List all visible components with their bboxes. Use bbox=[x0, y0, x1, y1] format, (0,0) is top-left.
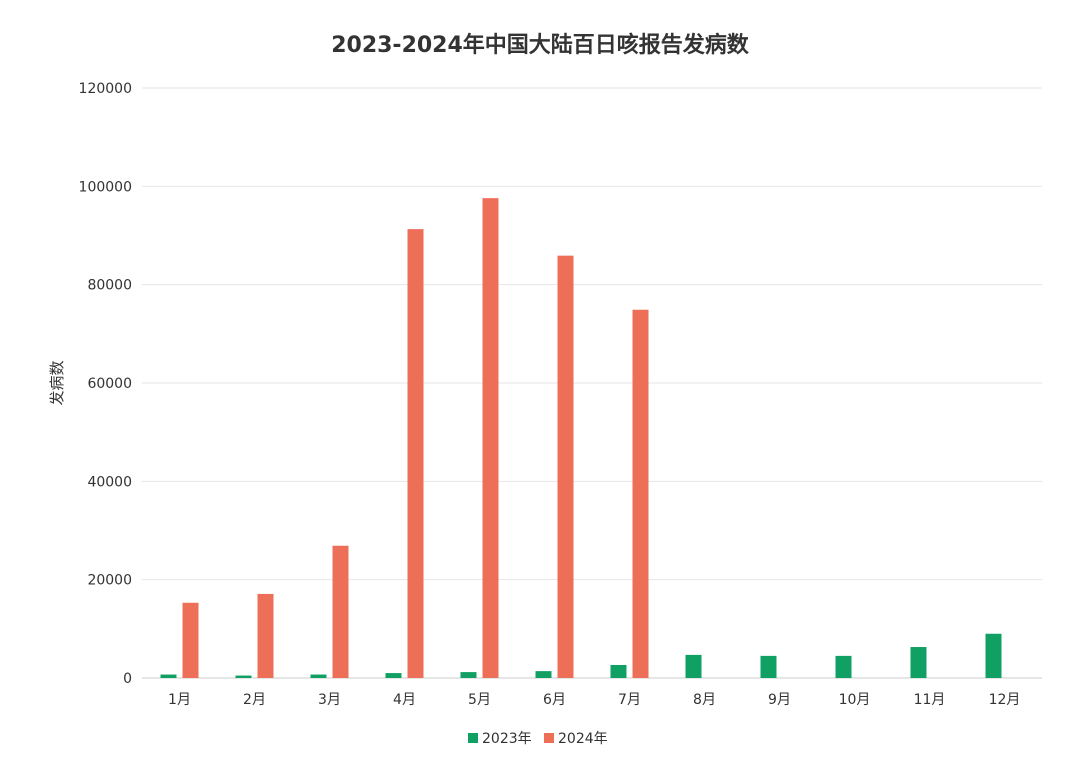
x-tick-label: 10月 bbox=[839, 692, 871, 708]
y-axis-label: 发病数 bbox=[48, 360, 66, 405]
bar-2023年-10月 bbox=[835, 655, 852, 678]
bar-2023年-12月 bbox=[985, 633, 1002, 678]
x-tick-label: 3月 bbox=[318, 692, 341, 708]
x-tick-label: 11月 bbox=[914, 692, 946, 708]
legend-label: 2024年 bbox=[558, 731, 608, 747]
chart-title: 2023-2024年中国大陆百日咳报告发病数 bbox=[331, 32, 750, 58]
bar-2023年-7月 bbox=[610, 664, 627, 678]
bar-2023年-11月 bbox=[910, 647, 927, 678]
legend-swatch bbox=[544, 733, 554, 743]
y-tick-label: 60000 bbox=[87, 376, 132, 392]
bar-2023年-9月 bbox=[760, 655, 777, 678]
y-tick-label: 20000 bbox=[87, 573, 132, 589]
bar-2023年-4月 bbox=[385, 673, 402, 678]
bar-2023年-5月 bbox=[460, 672, 477, 678]
bar-2024年-1月 bbox=[182, 602, 199, 678]
y-tick-label: 120000 bbox=[79, 81, 132, 97]
y-tick-label: 80000 bbox=[87, 278, 132, 294]
x-tick-label: 4月 bbox=[393, 692, 416, 708]
x-tick-label: 12月 bbox=[989, 692, 1021, 708]
bar-2023年-3月 bbox=[310, 674, 327, 678]
bar-2024年-2月 bbox=[257, 593, 274, 678]
legend-swatch bbox=[468, 733, 478, 743]
bar-2023年-8月 bbox=[685, 654, 702, 678]
bar-2023年-1月 bbox=[160, 674, 177, 678]
bar-2024年-5月 bbox=[482, 198, 499, 678]
bar-2024年-7月 bbox=[632, 309, 649, 678]
bar-2023年-2月 bbox=[235, 675, 252, 678]
y-tick-label: 0 bbox=[123, 671, 132, 687]
x-tick-label: 1月 bbox=[168, 692, 191, 708]
x-tick-label: 7月 bbox=[618, 692, 641, 708]
x-tick-label: 9月 bbox=[768, 692, 791, 708]
x-tick-label: 8月 bbox=[693, 692, 716, 708]
y-tick-label: 100000 bbox=[79, 179, 132, 195]
x-tick-label: 2月 bbox=[243, 692, 266, 708]
legend-label: 2023年 bbox=[482, 731, 532, 747]
y-tick-label: 40000 bbox=[87, 474, 132, 490]
bar-2024年-3月 bbox=[332, 545, 349, 678]
bar-2024年-4月 bbox=[407, 229, 424, 678]
x-tick-label: 6月 bbox=[543, 692, 566, 708]
bar-2024年-6月 bbox=[557, 255, 574, 679]
x-tick-label: 5月 bbox=[468, 692, 491, 708]
bar-2023年-6月 bbox=[535, 671, 552, 678]
